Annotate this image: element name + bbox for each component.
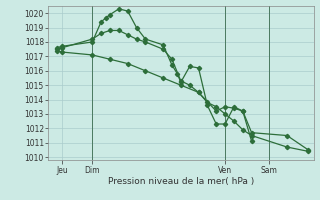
X-axis label: Pression niveau de la mer( hPa ): Pression niveau de la mer( hPa ) bbox=[108, 177, 254, 186]
